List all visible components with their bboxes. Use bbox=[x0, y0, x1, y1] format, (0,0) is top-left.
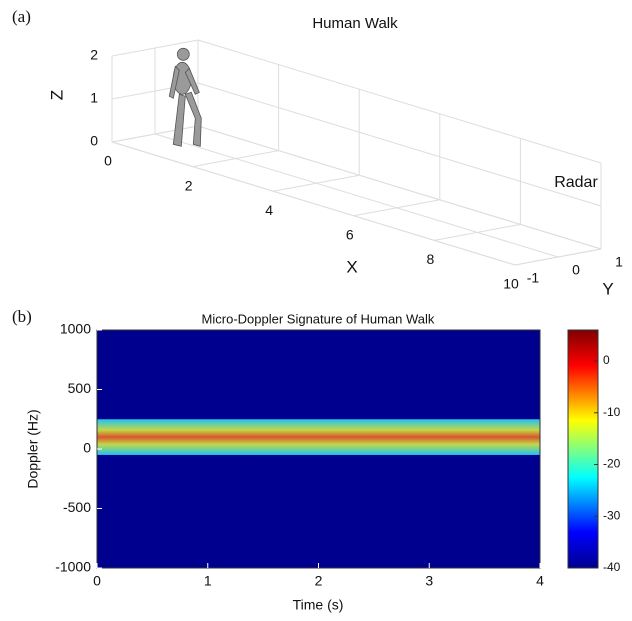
panel-label: (b) bbox=[12, 307, 32, 326]
x-tick-label: 8 bbox=[427, 251, 435, 267]
x-tick-label: 0 bbox=[104, 153, 112, 169]
torso-band bbox=[97, 419, 540, 455]
colorbar bbox=[567, 329, 599, 569]
z-tick-label: 2 bbox=[90, 47, 98, 63]
x-tick-label: 1 bbox=[204, 573, 212, 589]
x-tick-label: 2 bbox=[185, 177, 193, 193]
z-axis-label: Z bbox=[47, 90, 66, 100]
z-tick-label: 0 bbox=[90, 133, 98, 149]
colorbar-tick-label: -10 bbox=[603, 405, 621, 419]
z-tick-label: 1 bbox=[90, 90, 98, 106]
y-tick-label: -1 bbox=[527, 270, 540, 286]
y-tick-label: 0 bbox=[572, 262, 580, 278]
x-tick-label: 2 bbox=[315, 573, 323, 589]
grid-line bbox=[111, 125, 199, 143]
colorbar-tick-label: -20 bbox=[603, 457, 621, 471]
grid-line bbox=[197, 39, 602, 164]
y-tick-label: -500 bbox=[63, 499, 91, 515]
x-axis-label: X bbox=[346, 257, 357, 276]
colorbar-tick-label: -30 bbox=[603, 508, 621, 522]
grid-line bbox=[197, 82, 602, 207]
x-axis-label: Time (s) bbox=[293, 597, 344, 613]
grid-line bbox=[197, 125, 602, 250]
chart-title: Micro-Doppler Signature of Human Walk bbox=[202, 311, 435, 326]
y-tick-label: 500 bbox=[68, 380, 92, 396]
colorbar-tick-label: -40 bbox=[603, 560, 621, 574]
x-tick-label: 3 bbox=[425, 573, 433, 589]
panel-label: (a) bbox=[12, 7, 31, 26]
human-figure bbox=[168, 47, 202, 147]
axis-line bbox=[111, 141, 516, 266]
y-tick-label: 0 bbox=[83, 440, 91, 456]
grid-line bbox=[154, 133, 559, 258]
axis-line bbox=[514, 248, 602, 266]
y-axis-label: Doppler (Hz) bbox=[25, 409, 41, 488]
chart-title: Human Walk bbox=[312, 15, 398, 32]
y-tick-label: -1000 bbox=[55, 559, 91, 575]
grid-line bbox=[111, 39, 199, 57]
colorbar-tick-label: 0 bbox=[603, 353, 610, 367]
x-tick-label: 6 bbox=[346, 227, 354, 243]
point-label: Radar bbox=[554, 174, 598, 191]
y-tick-label: 1 bbox=[615, 254, 623, 270]
x-tick-label: 4 bbox=[265, 202, 273, 218]
x-tick-label: 0 bbox=[93, 573, 101, 589]
y-axis-label: Y bbox=[602, 279, 613, 298]
y-tick-label: 1000 bbox=[60, 321, 91, 337]
x-tick-label: 10 bbox=[503, 276, 519, 292]
x-tick-label: 4 bbox=[536, 573, 544, 589]
